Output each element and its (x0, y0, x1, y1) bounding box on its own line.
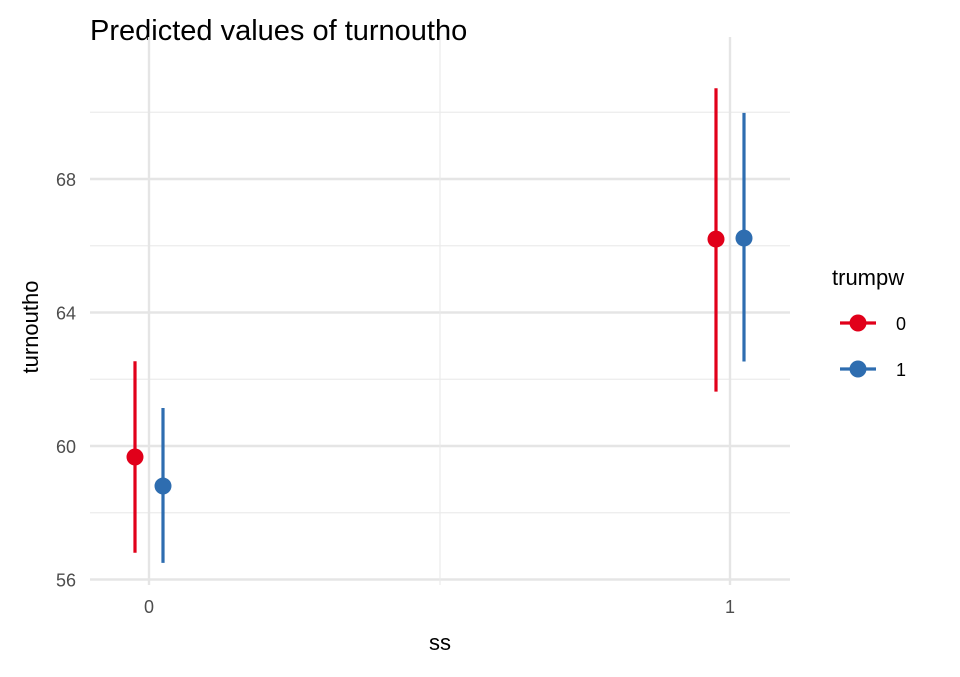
point-series-1 (735, 229, 753, 247)
x-axis-label: ss (429, 630, 451, 655)
x-tick-label: 1 (725, 597, 735, 617)
point-series-1 (154, 477, 172, 495)
y-tick-label: 64 (56, 304, 76, 324)
legend-title: trumpw (832, 265, 904, 290)
y-axis-label: turnoutho (18, 281, 43, 374)
data-marks (126, 88, 753, 563)
legend: trumpw 0 1 (832, 265, 906, 380)
point-series-0 (126, 448, 144, 466)
legend-label: 0 (896, 314, 906, 334)
y-tick-label: 60 (56, 437, 76, 457)
y-tick-label: 68 (56, 170, 76, 190)
point-series-0 (707, 230, 725, 248)
legend-label: 1 (896, 360, 906, 380)
y-tick-label: 56 (56, 571, 76, 591)
legend-key-point (849, 314, 867, 332)
grid (90, 37, 790, 585)
legend-key-point (849, 360, 867, 378)
axis-ticks: 56 60 64 68 0 1 (56, 170, 735, 617)
x-tick-label: 0 (144, 597, 154, 617)
chart-title: Predicted values of turnoutho (90, 15, 467, 47)
